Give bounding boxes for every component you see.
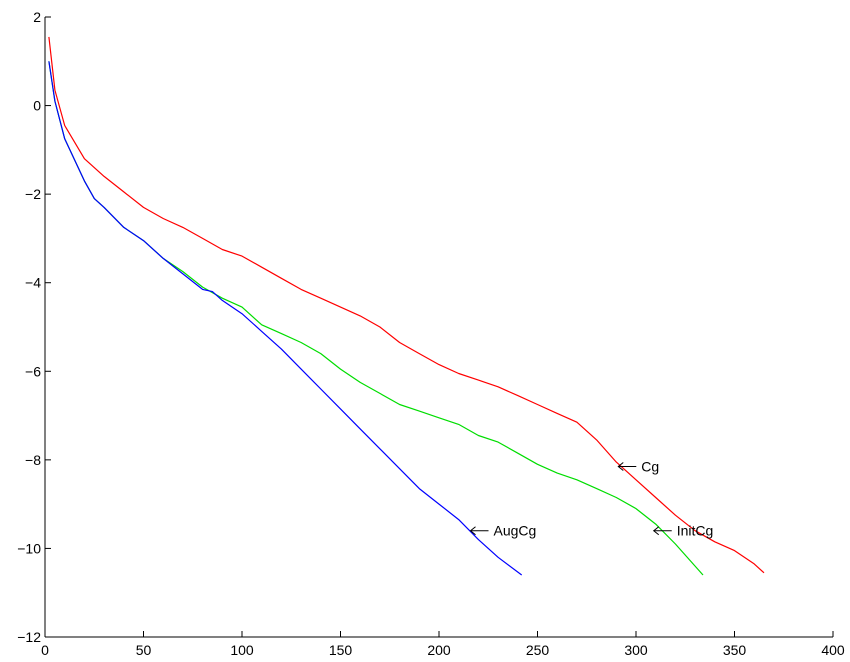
annotation-arrowhead — [617, 462, 624, 471]
annotation-label: Cg — [641, 459, 659, 475]
x-tick-label: 150 — [329, 642, 353, 658]
annotation-arrowhead — [469, 526, 476, 536]
x-tick-label: 350 — [723, 642, 747, 658]
y-tick-label: 0 — [33, 98, 41, 114]
annotations-layer: Cg InitCg AugCg — [469, 459, 714, 539]
annotation-label: AugCg — [494, 523, 537, 539]
series-line-cg — [48, 36, 765, 574]
y-tick-label: −4 — [25, 275, 41, 291]
series-layer — [48, 36, 765, 576]
y-tick-label: −12 — [17, 629, 41, 645]
y-tick-label: −10 — [17, 540, 41, 556]
y-tick-label: −2 — [25, 186, 41, 202]
annotation-cg: Cg — [617, 459, 659, 475]
y-tick-label: 2 — [33, 9, 41, 25]
x-tick-label: 300 — [624, 642, 648, 658]
y-tick-label: −8 — [25, 452, 41, 468]
x-tick-label: 250 — [526, 642, 550, 658]
annotation-label: InitCg — [677, 523, 714, 539]
x-tick-label: 200 — [427, 642, 451, 658]
x-tick-label: 100 — [230, 642, 254, 658]
x-tick-label: 50 — [136, 642, 152, 658]
axes: 0 50 100 150 200 250 300 350 400 2 0 −2 −4 −6 −8 −10 −12 — [17, 9, 845, 658]
series-line-augcg — [48, 61, 523, 576]
x-tick-label: 0 — [41, 642, 49, 658]
y-tick-label: −6 — [25, 363, 41, 379]
annotation-augcg: AugCg — [469, 523, 537, 539]
annotation-arrowhead — [652, 526, 660, 536]
annotation-initcg: InitCg — [652, 523, 714, 539]
x-tick-label: 400 — [821, 642, 845, 658]
